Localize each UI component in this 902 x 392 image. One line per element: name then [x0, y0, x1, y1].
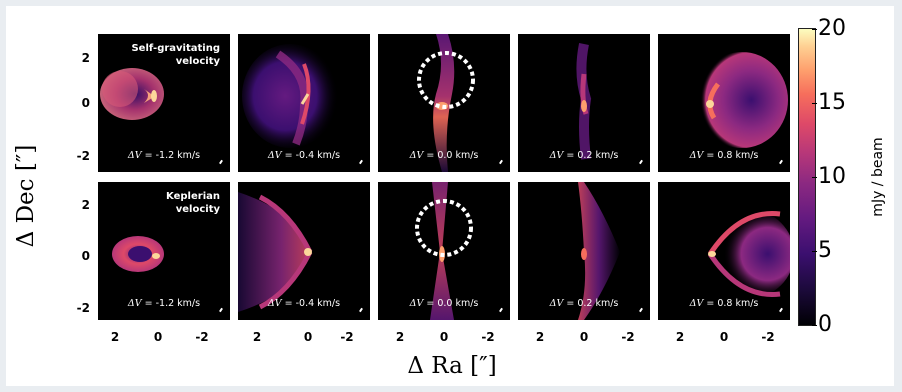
x-tick-label: -2: [340, 330, 354, 344]
row-label-line1: Self-gravitating: [131, 43, 220, 54]
x-tick-label: 0: [719, 330, 729, 344]
velocity-label: ΔV = 0.2 km/s: [518, 150, 650, 161]
delta-v-symbol: ΔV: [689, 298, 704, 309]
channel-map-image: [238, 192, 313, 312]
colorbar-tick-label: 5: [818, 238, 832, 263]
channel-map-image: [242, 44, 338, 148]
colorbar-tick-mark: [812, 325, 817, 326]
x-tick-label: -2: [195, 330, 209, 344]
colorbar-tick-label: 15: [818, 90, 846, 115]
panel-row2-col5: ΔV = 0.8 km/s: [658, 182, 790, 320]
row-label-line1: Keplerian: [166, 191, 220, 202]
x-tick-label: -2: [481, 330, 495, 344]
velocity-label: ΔV = -1.2 km/s: [98, 298, 230, 309]
y-tick-label: 0: [81, 249, 90, 263]
x-tick-label: 0: [579, 330, 589, 344]
x-tick-label: 2: [535, 330, 545, 344]
colorbar-unit-label: mJy / beam: [870, 137, 886, 217]
velocity-label: ΔV = -0.4 km/s: [238, 150, 370, 161]
colorbar-tick-label: 10: [818, 164, 846, 189]
velocity-value: = 0.8 km/s: [703, 298, 759, 309]
delta-v-symbol: ΔV: [689, 150, 704, 161]
delta-v-symbol: ΔV: [267, 298, 282, 309]
velocity-label: ΔV = -1.2 km/s: [98, 150, 230, 161]
panel-row1-col5: ΔV = 0.8 km/s: [658, 34, 790, 172]
x-tick-label: 2: [395, 330, 405, 344]
velocity-value: = -0.4 km/s: [281, 298, 341, 309]
dashed-circle-marker: [415, 199, 473, 257]
panel-row1-col2: ΔV = -0.4 km/s: [238, 34, 370, 172]
velocity-value: = -1.2 km/s: [141, 150, 201, 161]
x-tick-label: -2: [761, 330, 775, 344]
x-tick-label: 0: [153, 330, 163, 344]
row-label-line2: velocity: [175, 56, 220, 67]
row-label: Keplerian velocity: [100, 190, 230, 216]
x-tick-label: 2: [110, 330, 120, 344]
velocity-value: = -0.4 km/s: [281, 150, 341, 161]
colorbar-tick-label: 0: [818, 312, 832, 337]
y-tick-label: 2: [81, 198, 90, 212]
colorbar-tick-mark: [812, 251, 817, 252]
velocity-label: ΔV = 0.0 km/s: [378, 298, 510, 309]
y-tick-label: 2: [81, 51, 90, 65]
velocity-label: ΔV = 0.8 km/s: [658, 298, 790, 309]
delta-v-symbol: ΔV: [549, 150, 564, 161]
x-tick-label: 2: [675, 330, 685, 344]
velocity-label: ΔV = 0.0 km/s: [378, 150, 510, 161]
row-label: Self-gravitating velocity: [100, 42, 230, 68]
velocity-label: ΔV = 0.8 km/s: [658, 150, 790, 161]
y-tick-label: -2: [76, 149, 90, 163]
velocity-label: ΔV = 0.2 km/s: [518, 298, 650, 309]
panel-row1-col4: ΔV = 0.2 km/s: [518, 34, 650, 172]
x-tick-label: -2: [621, 330, 635, 344]
channel-map-image: [417, 34, 475, 172]
row-label-line2: velocity: [175, 204, 220, 215]
channel-map-image: [578, 182, 620, 320]
y-tick-label: 0: [81, 96, 90, 110]
channel-map-image: [100, 68, 164, 120]
channel-map-image: [576, 43, 592, 160]
velocity-value: = 0.0 km/s: [423, 150, 479, 161]
channel-map-image: [112, 236, 164, 272]
delta-v-symbol: ΔV: [409, 150, 424, 161]
channel-map-image: [415, 182, 473, 320]
velocity-value: = -1.2 km/s: [141, 298, 201, 309]
panel-row1-col3: ΔV = 0.0 km/s: [378, 34, 510, 172]
colorbar-tick-mark: [812, 177, 817, 178]
channel-map-image: [696, 52, 788, 148]
x-tick-label: 2: [252, 330, 262, 344]
panel-row2-col2: ΔV = -0.4 km/s: [238, 182, 370, 320]
x-tick-label: 0: [439, 330, 449, 344]
y-axis-label: Δ Dec [″]: [13, 144, 39, 248]
colorbar-tick-mark: [812, 103, 817, 104]
panel-row1-col1: Self-gravitating velocity ΔV = -1.2 km/s: [98, 34, 230, 172]
colorbar-tick-mark: [812, 29, 817, 30]
colorbar-tick-label: 20: [818, 16, 846, 41]
velocity-label: ΔV = -0.4 km/s: [238, 298, 370, 309]
panel-row2-col4: ΔV = 0.2 km/s: [518, 182, 650, 320]
y-tick-label: -2: [76, 301, 90, 315]
x-tick-label: 0: [303, 330, 313, 344]
delta-v-symbol: ΔV: [127, 150, 142, 161]
velocity-value: = 0.2 km/s: [563, 150, 619, 161]
panel-row2-col1: Keplerian velocity ΔV = -1.2 km/s: [98, 182, 230, 320]
panel-row2-col3: ΔV = 0.0 km/s: [378, 182, 510, 320]
channel-map-image: [706, 210, 790, 298]
velocity-value: = 0.8 km/s: [703, 150, 759, 161]
delta-v-symbol: ΔV: [549, 298, 564, 309]
velocity-value: = 0.0 km/s: [423, 298, 479, 309]
velocity-value: = 0.2 km/s: [563, 298, 619, 309]
delta-v-symbol: ΔV: [267, 150, 282, 161]
delta-v-symbol: ΔV: [127, 298, 142, 309]
dashed-circle-marker: [417, 51, 475, 109]
delta-v-symbol: ΔV: [409, 298, 424, 309]
x-axis-label: Δ Ra [″]: [407, 353, 497, 379]
